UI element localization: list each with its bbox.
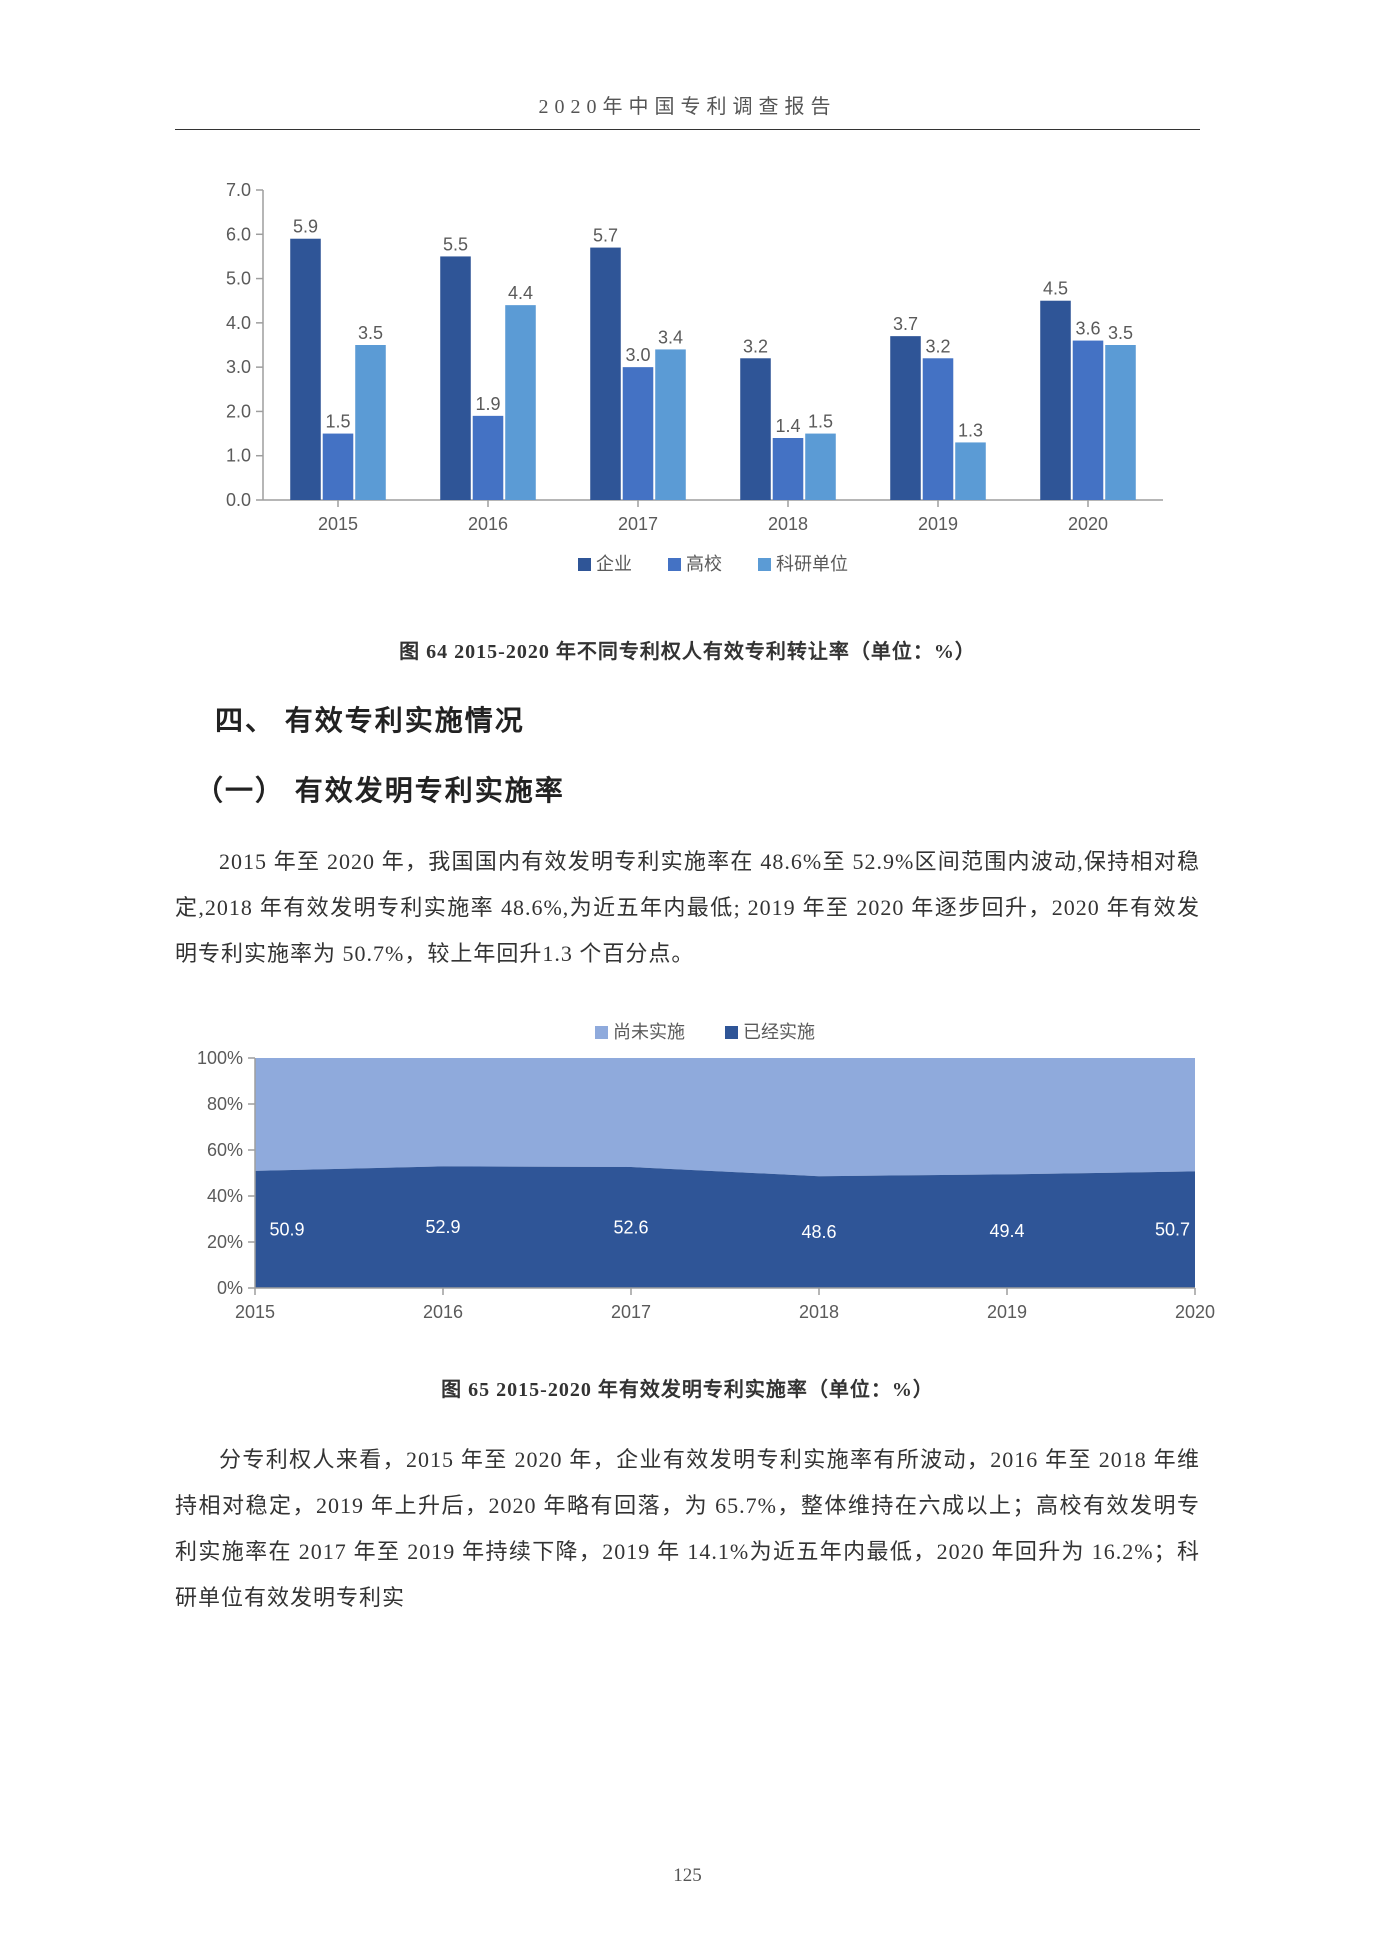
svg-text:5.0: 5.0 bbox=[225, 269, 250, 289]
svg-text:52.6: 52.6 bbox=[613, 1217, 648, 1237]
subsection-4-1-heading: （一） 有效发明专利实施率 bbox=[195, 769, 1200, 809]
chart-64-svg: 0.0 1.0 2.0 3.0 4.0 5.0 6.0 7.0 2015 5.9 1.5 3.5 201… bbox=[193, 170, 1183, 610]
svg-text:1.5: 1.5 bbox=[807, 412, 832, 432]
chart-65: 0% 20% 40% 60% 80% 100% 2015 50.9 2016 52.9 2017 52… bbox=[175, 1008, 1200, 1348]
svg-text:52.9: 52.9 bbox=[425, 1217, 460, 1237]
svg-text:3.2: 3.2 bbox=[742, 336, 767, 356]
svg-text:3.0: 3.0 bbox=[625, 345, 650, 365]
svg-text:1.5: 1.5 bbox=[325, 412, 350, 432]
page-header-title: 2020年中国专利调查报告 bbox=[175, 90, 1200, 130]
svg-text:3.6: 3.6 bbox=[1075, 319, 1100, 339]
svg-text:科研单位: 科研单位 bbox=[776, 554, 848, 574]
svg-text:0.0: 0.0 bbox=[225, 490, 250, 510]
svg-text:40%: 40% bbox=[207, 1186, 243, 1206]
svg-text:高校: 高校 bbox=[686, 554, 722, 574]
svg-text:50.7: 50.7 bbox=[1155, 1219, 1190, 1239]
para-1: 2015 年至 2020 年，我国国内有效发明专利实施率在 48.6%至 52.… bbox=[175, 839, 1200, 978]
svg-text:2020: 2020 bbox=[1067, 514, 1107, 534]
svg-text:尚未实施: 尚未实施 bbox=[613, 1022, 685, 1042]
para-2: 分专利权人来看，2015 年至 2020 年，企业有效发明专利实施率有所波动，2… bbox=[175, 1437, 1200, 1622]
svg-text:2.0: 2.0 bbox=[225, 401, 250, 421]
svg-text:3.5: 3.5 bbox=[357, 323, 382, 343]
svg-text:2018: 2018 bbox=[799, 1302, 839, 1322]
section-4-heading: 四、 有效专利实施情况 bbox=[215, 699, 1200, 739]
svg-text:2017: 2017 bbox=[611, 1302, 651, 1322]
chart-64: 0.0 1.0 2.0 3.0 4.0 5.0 6.0 7.0 2015 5.9 1.5 3.5 201… bbox=[175, 170, 1200, 610]
svg-text:1.3: 1.3 bbox=[957, 420, 982, 440]
svg-text:100%: 100% bbox=[197, 1048, 243, 1068]
svg-text:1.0: 1.0 bbox=[225, 446, 250, 466]
svg-text:2018: 2018 bbox=[767, 514, 807, 534]
svg-text:5.7: 5.7 bbox=[592, 226, 617, 246]
svg-text:3.7: 3.7 bbox=[892, 314, 917, 334]
chart-64-caption: 图 64 2015-2020 年不同专利权人有效专利转让率（单位：%） bbox=[175, 635, 1200, 664]
svg-text:1.9: 1.9 bbox=[475, 394, 500, 414]
svg-text:2019: 2019 bbox=[917, 514, 957, 534]
svg-text:2016: 2016 bbox=[467, 514, 507, 534]
svg-text:50.9: 50.9 bbox=[269, 1219, 304, 1239]
svg-text:2019: 2019 bbox=[987, 1302, 1027, 1322]
svg-text:2015: 2015 bbox=[317, 514, 357, 534]
svg-text:7.0: 7.0 bbox=[225, 180, 250, 200]
svg-text:3.2: 3.2 bbox=[925, 336, 950, 356]
svg-text:3.5: 3.5 bbox=[1107, 323, 1132, 343]
svg-text:6.0: 6.0 bbox=[225, 224, 250, 244]
chart-65-caption: 图 65 2015-2020 年有效发明专利实施率（单位：%） bbox=[175, 1373, 1200, 1402]
svg-text:0%: 0% bbox=[217, 1278, 243, 1298]
svg-text:49.4: 49.4 bbox=[989, 1221, 1024, 1241]
svg-text:1.4: 1.4 bbox=[775, 416, 800, 436]
svg-text:48.6: 48.6 bbox=[801, 1222, 836, 1242]
svg-text:4.0: 4.0 bbox=[225, 313, 250, 333]
page-number: 125 bbox=[0, 1865, 1375, 1887]
svg-text:已经实施: 已经实施 bbox=[743, 1022, 815, 1042]
svg-text:2016: 2016 bbox=[423, 1302, 463, 1322]
svg-text:4.5: 4.5 bbox=[1042, 279, 1067, 299]
svg-text:3.0: 3.0 bbox=[225, 357, 250, 377]
svg-text:企业: 企业 bbox=[596, 554, 632, 574]
svg-text:4.4: 4.4 bbox=[507, 283, 532, 303]
svg-text:5.5: 5.5 bbox=[442, 234, 467, 254]
chart-65-svg: 0% 20% 40% 60% 80% 100% 2015 50.9 2016 52.9 2017 52… bbox=[175, 1008, 1215, 1348]
svg-text:5.9: 5.9 bbox=[292, 217, 317, 237]
svg-text:2015: 2015 bbox=[235, 1302, 275, 1322]
svg-text:3.4: 3.4 bbox=[657, 327, 682, 347]
svg-text:2020: 2020 bbox=[1175, 1302, 1215, 1322]
svg-text:2017: 2017 bbox=[617, 514, 657, 534]
svg-text:20%: 20% bbox=[207, 1232, 243, 1252]
svg-text:80%: 80% bbox=[207, 1094, 243, 1114]
document-page: 2020年中国专利调查报告 0.0 1.0 2.0 3.0 4.0 5.0 6.0 7.0 20… bbox=[0, 0, 1375, 1942]
svg-text:60%: 60% bbox=[207, 1140, 243, 1160]
